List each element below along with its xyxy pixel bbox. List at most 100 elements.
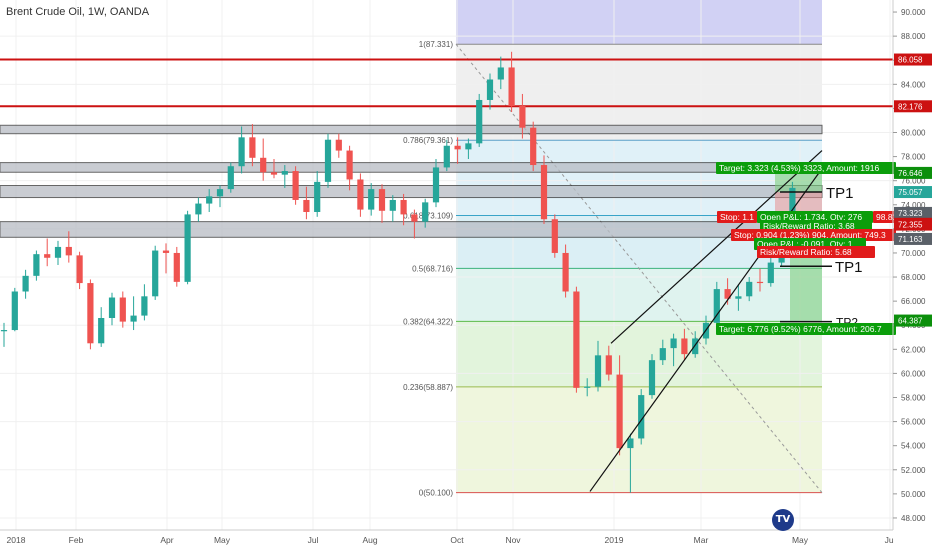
chart-title: Brent Crude Oil, 1W, OANDA <box>6 6 150 18</box>
candle-body <box>562 252 569 292</box>
candle-body <box>206 196 213 204</box>
candle-body <box>551 219 558 253</box>
candle-body <box>584 386 591 388</box>
price-axis-marker-label: 64.387 <box>898 317 923 326</box>
candle-body <box>141 296 148 316</box>
candle-body <box>411 214 418 222</box>
price-axis-label: 84.000 <box>901 80 926 89</box>
fib-label: 0.382(64.322) <box>403 317 453 326</box>
trend-line-upper <box>610 150 823 344</box>
candle-body <box>335 139 342 151</box>
candle-body <box>378 189 386 211</box>
price-axis-label: 70.000 <box>901 249 926 258</box>
time-axis-label: 2019 <box>605 535 624 545</box>
candle-body <box>605 355 612 375</box>
candle-body <box>130 315 137 322</box>
fib-zone <box>456 140 822 216</box>
price-axis-label: 48.000 <box>901 514 926 523</box>
time-axis-label: May <box>792 535 809 545</box>
candle-body <box>324 139 332 182</box>
time-axis-label: Nov <box>505 535 521 545</box>
candle-body <box>292 171 299 200</box>
candle-body <box>573 291 580 388</box>
position-label: Open P&L: 1.734, Qty: 276 <box>760 212 862 222</box>
fib-label: 1(87.331) <box>419 40 454 49</box>
price-axis-label: 54.000 <box>901 442 926 451</box>
fib-label: 0.236(58.887) <box>403 383 453 392</box>
candle-body <box>476 99 483 144</box>
price-axis-label: 90.000 <box>901 8 926 17</box>
price-axis-marker-label: 76.646 <box>898 169 923 178</box>
fib-label: 0(50.100) <box>419 489 454 498</box>
candle-body <box>724 289 731 299</box>
position-label: 98.81 <box>876 212 898 222</box>
candle-body <box>65 246 72 256</box>
candle-body <box>422 202 429 222</box>
candle-body <box>497 67 504 80</box>
candle-body <box>357 179 364 210</box>
candle-body <box>98 318 105 344</box>
candle-body <box>54 246 62 258</box>
candle-body <box>227 166 234 190</box>
price-axis-label: 80.000 <box>901 129 926 138</box>
candle-body <box>627 438 634 449</box>
candle-body <box>400 199 407 215</box>
candle-body <box>594 355 602 387</box>
time-axis-label: Jul <box>308 535 319 545</box>
time-axis-label: Feb <box>69 535 84 545</box>
projection-band <box>456 0 822 45</box>
axis-corner <box>894 531 932 550</box>
candle-body <box>303 199 310 212</box>
candle-body <box>173 252 180 282</box>
time-axis-label: Aug <box>362 535 377 545</box>
position-label: Target: 6.776 (9.52%) 6776, Amount: 206.… <box>719 324 882 334</box>
time-axis-label: May <box>214 535 231 545</box>
candle-body <box>681 338 688 355</box>
price-axis-label: 58.000 <box>901 394 926 403</box>
position-label: Target: 3.323 (4.53%) 3323, Amount: 1916 <box>719 163 879 173</box>
candle-body <box>22 275 29 292</box>
candle-body <box>33 254 40 276</box>
candle-body <box>519 106 526 128</box>
price-axis-marker <box>894 206 932 219</box>
candle-body <box>281 171 288 175</box>
candle-body <box>76 255 83 284</box>
candle-body <box>638 395 645 439</box>
price-axis-marker-label: 75.057 <box>898 188 923 197</box>
position-label: Risk/Reward Ratio: 5.68 <box>760 247 852 257</box>
candle-body <box>0 330 8 332</box>
price-axis-marker-label: 86.058 <box>898 56 923 65</box>
price-axis-label: 50.000 <box>901 490 926 499</box>
price-zone <box>0 221 823 238</box>
candle-body <box>692 338 699 355</box>
price-zone <box>0 185 823 199</box>
candle-body <box>432 167 440 203</box>
price-axis-label: 88.000 <box>901 32 926 41</box>
fib-label: 0.786(79.361) <box>403 136 453 145</box>
candle-body <box>11 291 18 331</box>
candle-body <box>108 297 116 318</box>
price-zone <box>0 124 823 135</box>
candle-body <box>454 145 461 150</box>
position-label: Stop: 0.904 (1.23%) 904, Amount: 749.3 <box>734 230 886 240</box>
candle-body <box>314 181 321 212</box>
price-axis-marker-label: 73.323 <box>898 209 923 218</box>
candle-body <box>670 338 677 349</box>
candle-body <box>616 374 623 449</box>
price-axis-label: 60.000 <box>901 369 926 378</box>
price-axis-label: 52.000 <box>901 466 926 475</box>
price-axis-marker <box>894 186 932 199</box>
position-stop-zone <box>775 192 822 213</box>
tradingview-logo[interactable]: TV <box>772 509 794 531</box>
candle-body <box>184 214 191 282</box>
price-axis-marker <box>894 232 932 245</box>
candle-body <box>767 262 774 284</box>
price-axis-label: 74.000 <box>901 201 926 210</box>
candle-body <box>195 203 202 215</box>
position-label: Risk/Reward Ratio: 3.68 <box>763 221 855 231</box>
price-axis-label: 78.000 <box>901 153 926 162</box>
candle-body <box>162 250 170 253</box>
candle-body <box>735 296 742 299</box>
price-axis-marker <box>894 100 932 113</box>
